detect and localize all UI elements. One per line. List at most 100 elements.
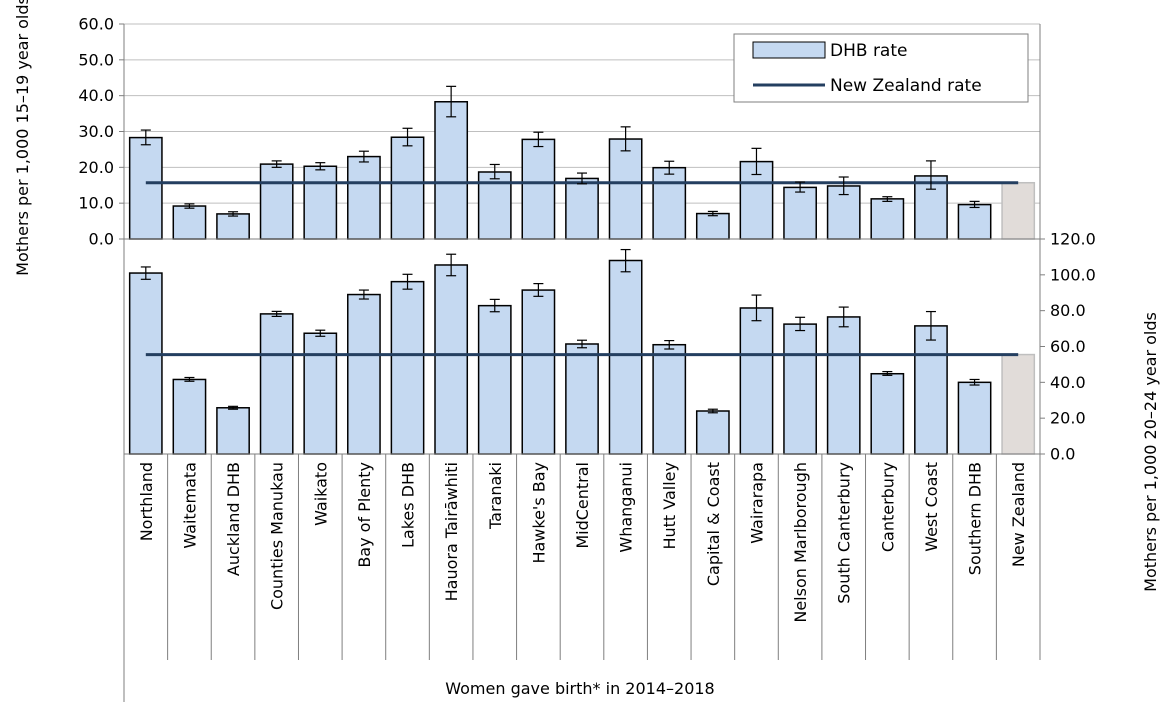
y-tick-label-top-0: 0.0 xyxy=(89,230,114,249)
y-tick-label-top-2: 20.0 xyxy=(78,158,114,177)
error-bar-top-3 xyxy=(271,160,282,168)
bar-top-1 xyxy=(172,205,207,240)
error-bar-bottom-17 xyxy=(882,370,893,376)
category-label-7: Hauora Tairāwhiti xyxy=(442,462,461,601)
bar-bottom-8 xyxy=(477,304,512,455)
y-axis-title-right: Mothers per 1,000 20–24 year olds xyxy=(1141,312,1160,592)
error-bar-top-18 xyxy=(925,160,936,190)
bar-top-19 xyxy=(957,203,992,240)
category-label-2: Auckland DHB xyxy=(224,462,243,576)
y-tick-label-bottom-6: 120.0 xyxy=(1050,230,1096,249)
category-label-13: Capital & Coast xyxy=(704,462,723,586)
bar-top-9 xyxy=(521,138,556,240)
bar-bottom-6 xyxy=(390,280,425,455)
y-tick-label-top-3: 30.0 xyxy=(78,122,114,141)
category-label-6: Lakes DHB xyxy=(399,462,418,548)
bar-bottom-20 xyxy=(1001,353,1036,455)
bar-bottom-10 xyxy=(565,343,599,455)
error-bar-top-6 xyxy=(402,127,413,147)
category-label-18: West Coast xyxy=(922,462,941,552)
y-tick-label-bottom-2: 40.0 xyxy=(1050,373,1086,392)
error-bar-top-12 xyxy=(664,160,675,175)
error-bar-top-4 xyxy=(315,162,326,171)
category-label-17: Canterbury xyxy=(878,462,897,552)
y-tick-label-top-1: 10.0 xyxy=(78,194,114,213)
error-bar-bottom-6 xyxy=(402,273,413,290)
y-tick-label-top-5: 50.0 xyxy=(78,50,114,69)
y-tick-label-top-4: 40.0 xyxy=(78,86,114,105)
y-tick-label-top-6: 60.0 xyxy=(78,15,114,34)
y-tick-label-bottom-5: 100.0 xyxy=(1050,265,1096,284)
bar-bottom-5 xyxy=(347,293,381,455)
error-bar-bottom-5 xyxy=(358,289,369,300)
y-tick-label-bottom-0: 0.0 xyxy=(1050,445,1075,464)
error-bar-bottom-10 xyxy=(577,339,587,349)
error-bar-bottom-14 xyxy=(751,294,762,322)
bar-bottom-1 xyxy=(172,378,207,455)
bar-bottom-17 xyxy=(870,372,905,455)
category-label-4: Waikato xyxy=(311,462,330,526)
bar-bottom-4 xyxy=(303,332,338,455)
bar-top-7 xyxy=(434,101,469,240)
error-bar-top-8 xyxy=(489,163,500,180)
error-bar-bottom-11 xyxy=(620,248,631,273)
error-bar-bottom-15 xyxy=(795,316,806,332)
category-label-3: Counties Manukau xyxy=(268,462,287,610)
y-tick-label-bottom-1: 20.0 xyxy=(1050,409,1086,428)
bar-bottom-13 xyxy=(695,410,730,455)
bar-top-11 xyxy=(608,138,643,240)
x-axis-title: Women gave birth* in 2014–2018 xyxy=(445,679,714,698)
y-tick-label-bottom-3: 60.0 xyxy=(1050,337,1086,356)
bar-bottom-16 xyxy=(826,316,861,455)
category-label-8: Taranaki xyxy=(486,462,505,530)
category-label-1: Waitemata xyxy=(180,462,199,549)
category-label-9: Hawke's Bay xyxy=(529,462,548,564)
bar-top-20 xyxy=(1001,181,1036,240)
error-bar-top-15 xyxy=(795,181,806,193)
error-bar-bottom-13 xyxy=(707,408,718,414)
bar-top-5 xyxy=(347,155,381,240)
error-bar-top-10 xyxy=(577,172,587,185)
bar-bottom-2 xyxy=(216,407,250,455)
error-bar-bottom-4 xyxy=(315,329,326,337)
bar-top-10 xyxy=(565,177,599,240)
bar-bottom-3 xyxy=(259,313,294,455)
category-label-0: Northland xyxy=(137,462,156,541)
legend-label-nz-rate: New Zealand rate xyxy=(830,76,982,96)
error-bar-bottom-19 xyxy=(969,378,980,386)
bar-top-17 xyxy=(870,198,905,240)
category-label-15: Nelson Marlborough xyxy=(791,462,810,623)
error-bar-top-14 xyxy=(751,147,762,176)
error-bar-bottom-12 xyxy=(664,339,675,350)
error-bar-top-2 xyxy=(228,211,239,217)
error-bars xyxy=(140,85,980,414)
bar-bottom-11 xyxy=(608,259,643,455)
error-bar-top-17 xyxy=(882,196,893,202)
bar-bottom-9 xyxy=(521,289,556,455)
tick-labels: 0.0 10.0 20.0 30.0 40.0 50.0 60.0 0.0 20.0 40.0 60… xyxy=(78,15,1095,464)
bar-bottom-7 xyxy=(434,264,469,455)
bar-bottom-0 xyxy=(128,272,163,455)
error-bar-top-11 xyxy=(620,126,631,152)
error-bar-bottom-3 xyxy=(271,310,282,317)
y-tick-label-bottom-4: 80.0 xyxy=(1050,301,1086,320)
bar-bottom-14 xyxy=(739,307,774,455)
category-label-5: Bay of Plenty xyxy=(355,462,374,568)
error-bar-bottom-1 xyxy=(184,376,195,382)
bar-bottom-15 xyxy=(783,323,817,455)
error-bar-bottom-16 xyxy=(838,306,849,328)
error-bar-top-0 xyxy=(140,129,151,146)
legend-label-dhb-rate: DHB rate xyxy=(830,41,907,61)
error-bar-top-5 xyxy=(358,150,369,163)
error-bar-bottom-2 xyxy=(228,405,239,410)
error-bar-top-13 xyxy=(707,210,718,217)
error-bar-top-16 xyxy=(838,176,849,196)
bar-bottom-19 xyxy=(957,381,992,455)
bar-top-13 xyxy=(695,212,730,240)
error-bar-top-1 xyxy=(184,203,195,209)
category-label-19: Southern DHB xyxy=(966,462,985,575)
error-bar-top-9 xyxy=(533,131,544,148)
category-label-14: Wairarapa xyxy=(747,462,766,544)
category-label-11: Whanganui xyxy=(617,462,636,553)
